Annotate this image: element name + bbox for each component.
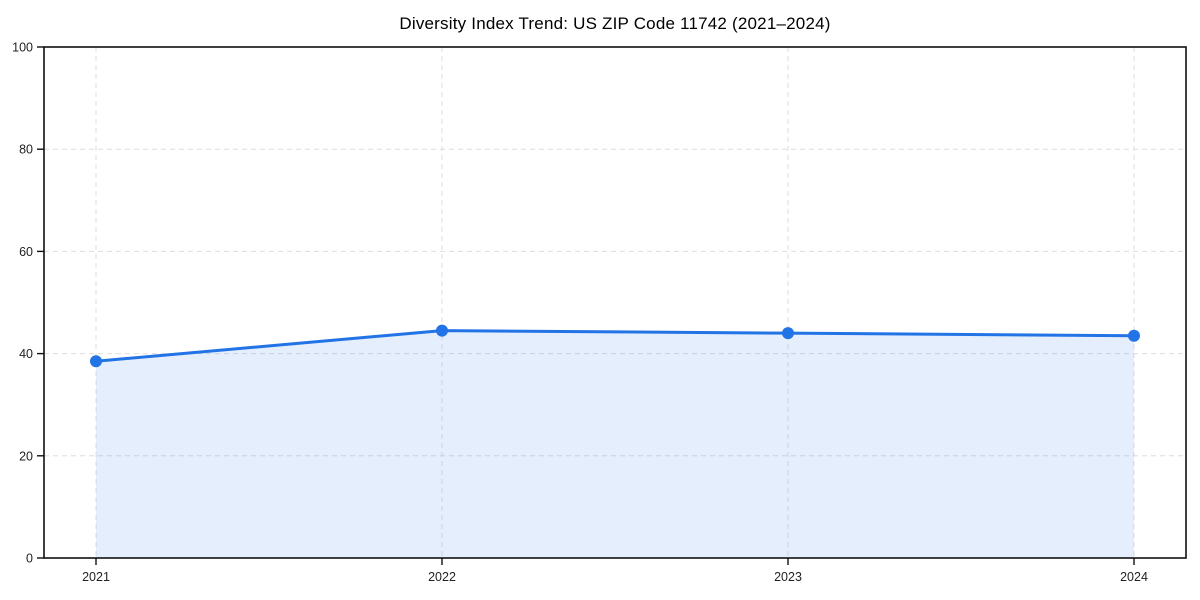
y-tick-label: 20	[19, 449, 33, 463]
series-line	[94, 329, 1136, 363]
x-tick-label: 2024	[1120, 570, 1148, 584]
y-tick-label: 40	[19, 347, 33, 361]
y-tick-label: 80	[19, 143, 33, 157]
x-tick-label: 2021	[82, 570, 110, 584]
data-point	[1128, 329, 1140, 342]
data-point	[782, 327, 794, 340]
data-point	[436, 324, 448, 337]
x-tick-label: 2023	[774, 570, 802, 584]
chart-title: Diversity Index Trend: US ZIP Code 11742…	[399, 14, 831, 33]
x-tick-label: 2022	[428, 570, 456, 584]
y-tick-label: 60	[19, 245, 33, 259]
y-tick-label: 100	[12, 41, 33, 55]
y-tick-label: 0	[26, 552, 33, 566]
plot-frame	[43, 46, 1187, 559]
area-fill	[96, 330, 1134, 558]
data-point	[90, 355, 102, 368]
